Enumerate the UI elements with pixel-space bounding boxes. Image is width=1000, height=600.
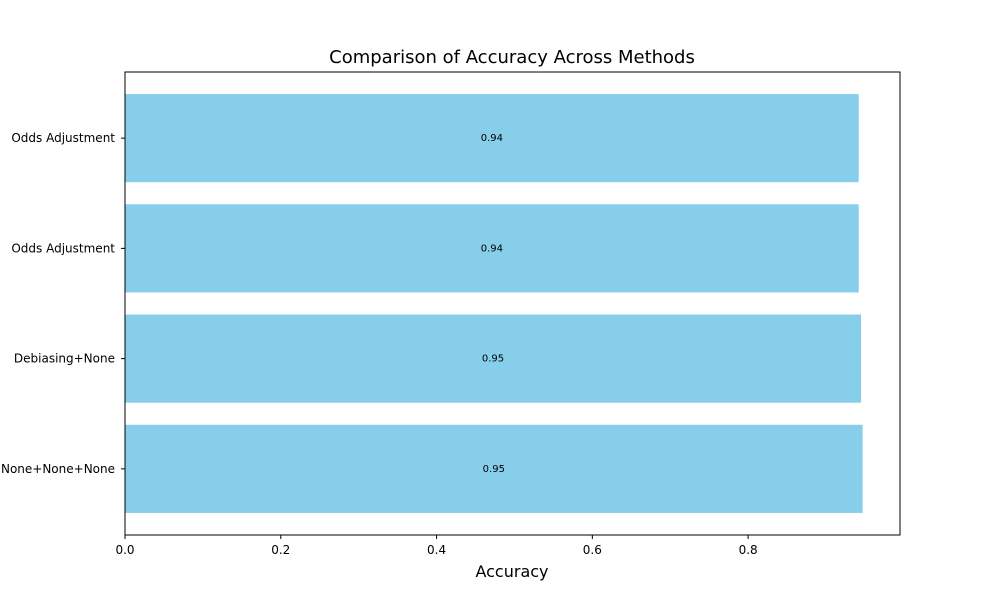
y-tick-label-1: Debiasing+None — [14, 352, 115, 366]
bar-0 — [125, 424, 863, 513]
bar-2 — [125, 204, 859, 293]
data-label-2: 0.94 — [481, 243, 503, 254]
y-tick-label-2: Odds Adjustment — [11, 241, 115, 255]
x-axis-ticks: 0.0 0.2 0.4 0.6 0.8 — [115, 535, 758, 557]
x-tick-label-3: 0.6 — [583, 543, 602, 557]
data-label-3: 0.94 — [481, 133, 503, 144]
x-axis-label: Accuracy — [475, 562, 548, 581]
y-axis-ticks: None+None+None Debiasing+None Odds Adjustm… — [1, 131, 125, 476]
x-tick-label-2: 0.4 — [427, 543, 446, 557]
data-label-0: 0.95 — [483, 464, 505, 475]
y-tick-label-0: None+None+None — [1, 462, 115, 476]
bar-1 — [125, 314, 862, 403]
data-labels-group: 0.95 0.95 0.94 0.94 — [481, 133, 505, 475]
x-tick-label-4: 0.8 — [739, 543, 758, 557]
chart-title: Comparison of Accuracy Across Methods — [329, 47, 695, 68]
bars-group — [125, 94, 863, 513]
plot-frame — [124, 71, 901, 536]
bar-3 — [125, 94, 859, 183]
x-tick-label-0: 0.0 — [115, 543, 134, 557]
y-tick-label-3: Odds Adjustment — [11, 131, 115, 145]
data-label-1: 0.95 — [482, 354, 504, 365]
x-tick-label-1: 0.2 — [271, 543, 290, 557]
